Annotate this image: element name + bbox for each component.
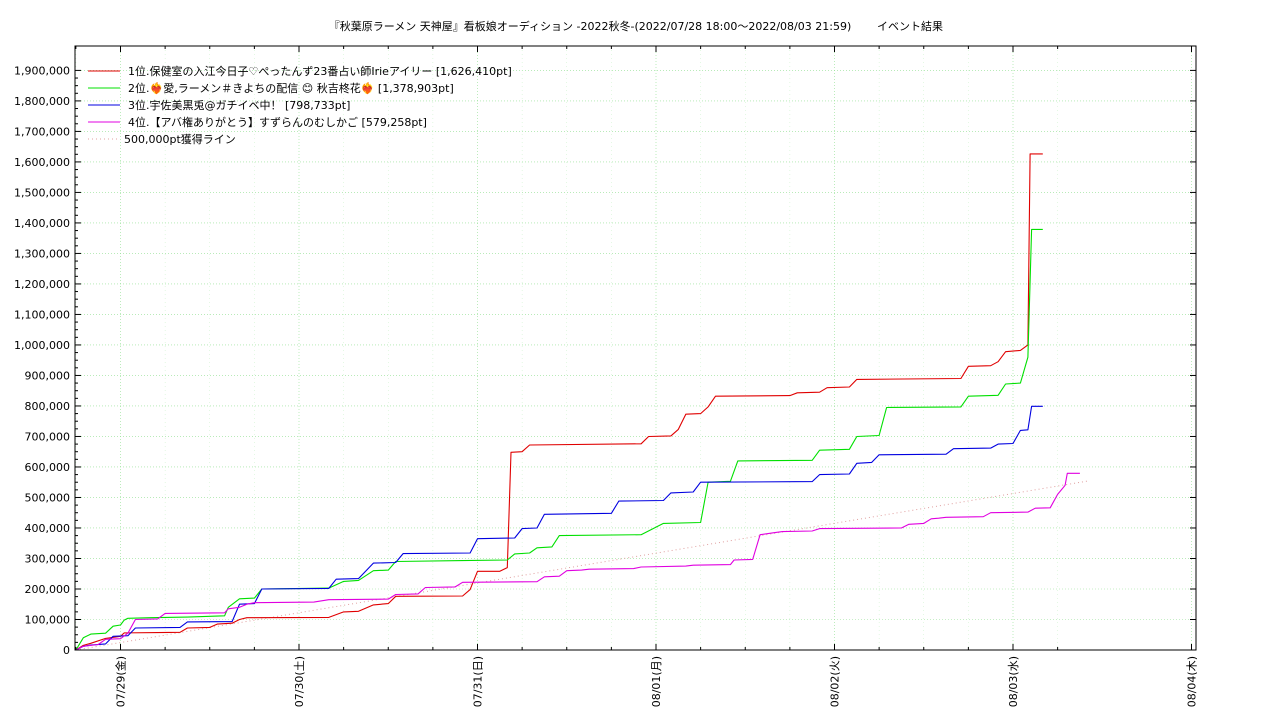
legend-label: 3位.宇佐美黒兎@ガチイベ中！ [798,733pt] [128,98,350,112]
y-axis: 0 100,000 200,000 300,000 400,000 500,000 600,… [14,64,1196,657]
x-tick-label: 08/03(水) [1007,656,1020,707]
series-line-3 [75,405,1043,651]
legend-label: 500,000pt獲得ライン [124,133,236,146]
y-tick-label: 300,000 [25,552,71,565]
y-tick-label: 1,100,000 [14,308,70,321]
x-axis: 07/29(金) 07/30(土) 07/31(日) 08/01(月) 08/02(火)… [75,46,1199,707]
y-tick-label: 1,400,000 [14,217,70,230]
y-tick-label: 1,700,000 [14,125,70,138]
legend-label: 4位.【アバ権ありがとう】すずらんのむしかご [579,258pt] [128,115,427,129]
x-tick-label: 07/30(土) [293,656,306,707]
series-lines [75,153,1080,651]
legend-label: 2位.❤️‍🔥愛,ラーメン＃きよちの配信 😊 秋吉柊花❤️‍🔥 [1,378,9… [128,81,454,95]
y-tick-label: 1,500,000 [14,186,70,199]
legend-label: 1位.保健室の入江今日子♡ぺったんず23番占い師Irieアイリー [1,626,… [128,64,512,78]
x-tick-label: 08/04(木) [1186,656,1199,707]
y-tick-label: 500,000 [25,491,71,504]
plot-frame [74,45,1197,651]
y-tick-label: 400,000 [25,522,71,535]
y-tick-label: 900,000 [25,369,71,382]
reference-line-500000 [75,480,1088,651]
series-line-4 [75,472,1080,651]
x-tick-label: 07/29(金) [114,656,128,707]
y-tick-label: 1,900,000 [14,64,70,77]
y-tick-label: 1,300,000 [14,247,70,260]
y-tick-label: 1,800,000 [14,95,70,108]
y-tick-label: 700,000 [25,430,71,443]
x-tick-label: 08/02(火) [829,656,842,707]
reference-line [75,480,1088,651]
y-tick-label: 600,000 [25,461,71,474]
y-tick-label: 1,000,000 [14,339,70,352]
chart-title-suffix: イベント結果 [877,19,943,33]
y-tick-label: 200,000 [25,583,71,596]
x-tick-label: 08/01(月) [650,656,663,707]
y-tick-label: 1,600,000 [14,156,70,169]
y-tick-label: 1,200,000 [14,278,70,291]
y-tick-label: 0 [63,644,70,657]
series-line-1 [75,153,1043,651]
y-tick-label: 100,000 [25,613,71,626]
series-line-2 [75,228,1043,651]
grid [75,46,1196,650]
legend: 1位.保健室の入江今日子♡ぺったんず23番占い師Irieアイリー [1,626,… [88,64,512,146]
x-tick-label: 07/31(日) [472,656,485,707]
chart-title: 『秋葉原ラーメン 天神屋』看板娘オーディション -2022秋冬-(2022/07… [329,19,852,33]
y-tick-label: 800,000 [25,400,71,413]
